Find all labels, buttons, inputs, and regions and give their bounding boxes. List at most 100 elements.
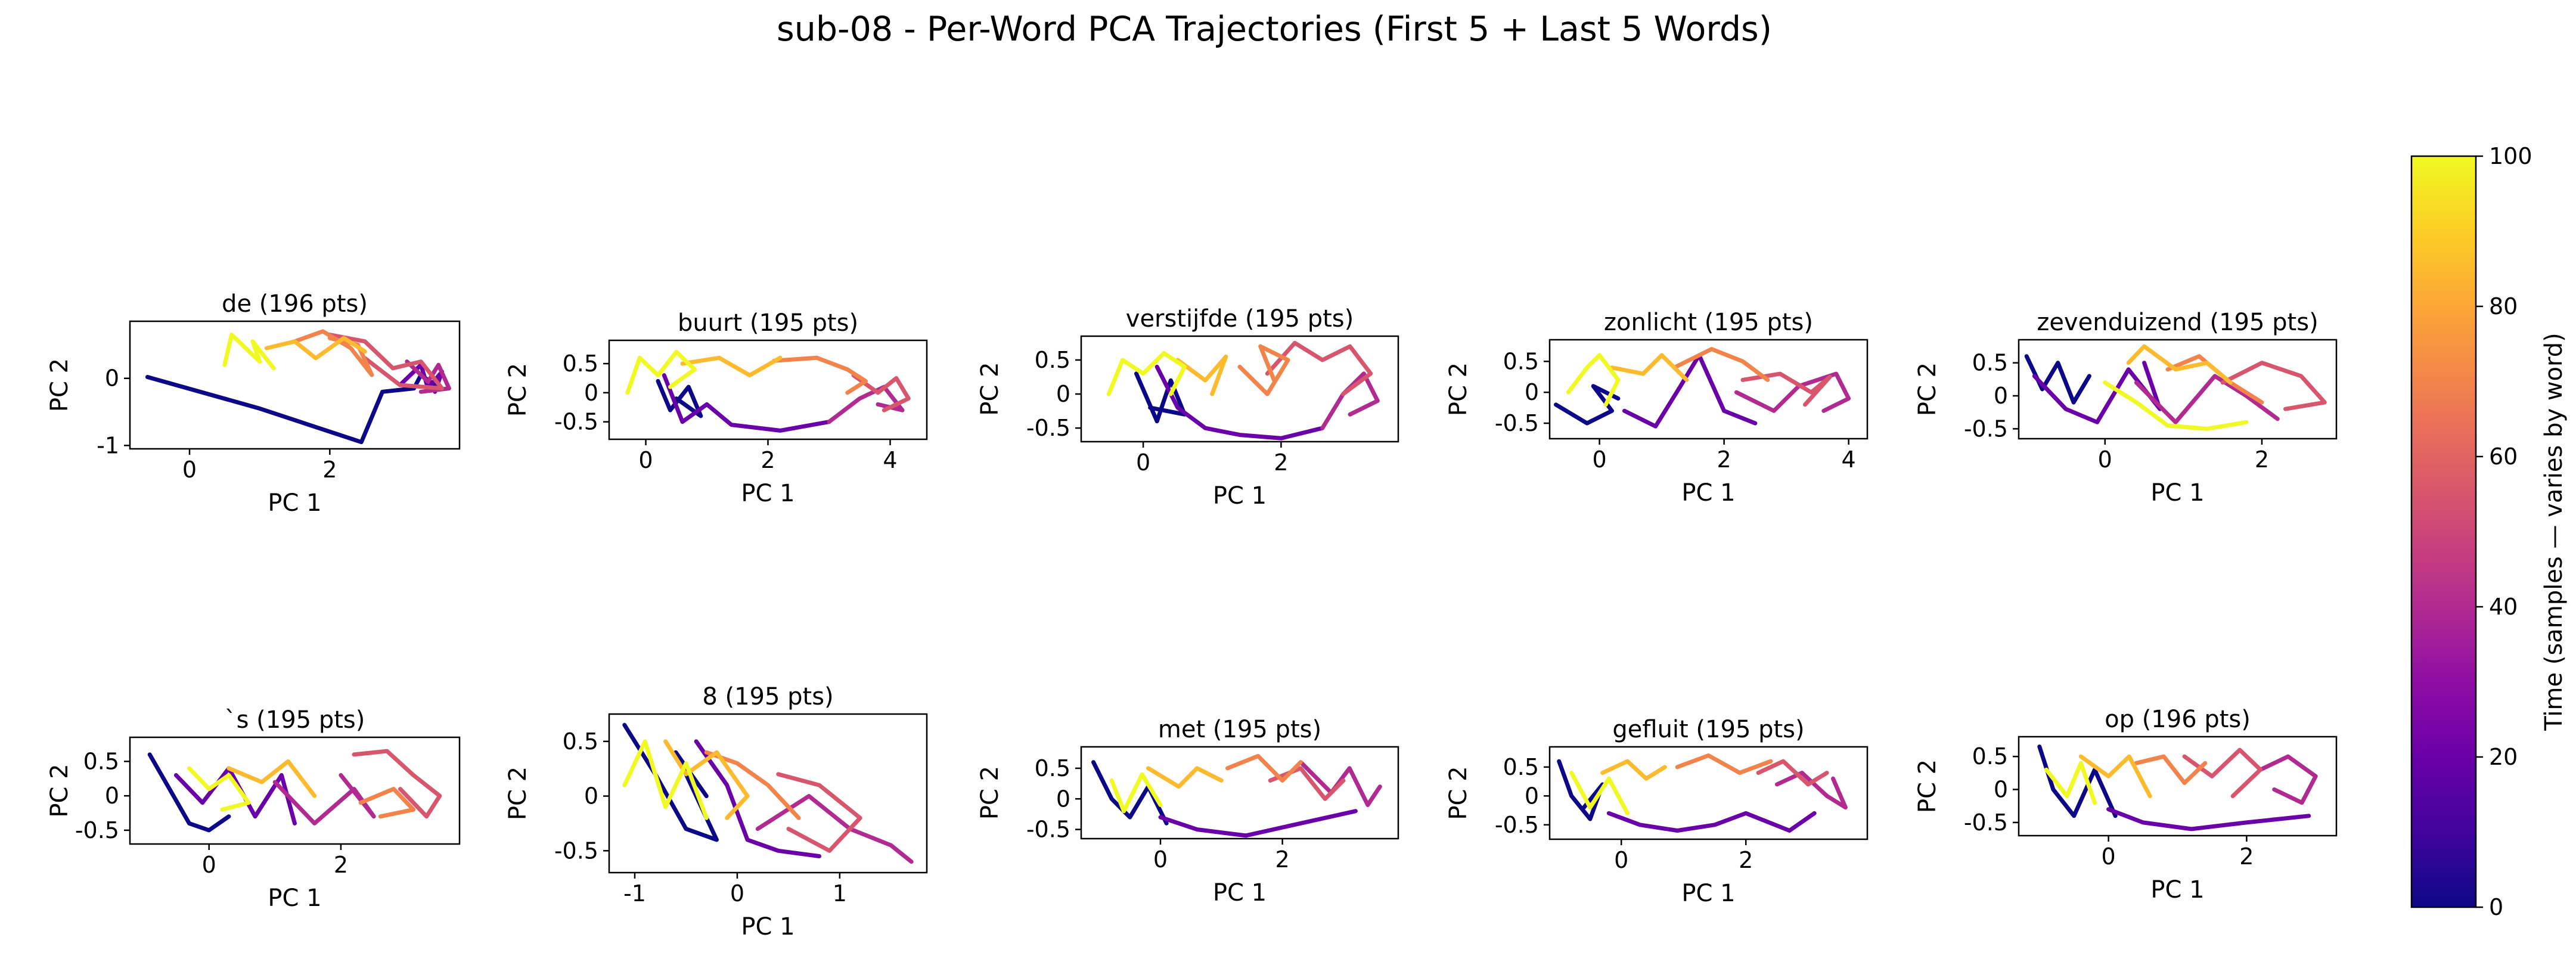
axes-frame: [129, 320, 461, 450]
trajectory-segment: [662, 373, 831, 433]
x-tick-label: -1: [623, 880, 646, 907]
trajectory-segment: [352, 749, 442, 819]
trajectory-segment: [1557, 759, 1605, 821]
subplot-title: de (196 pts): [222, 290, 368, 318]
trajectory-segment: [622, 739, 709, 820]
trajectory-segment: [147, 752, 231, 833]
x-axis-label: PC 1: [268, 885, 321, 912]
y-tick-label: 0.5: [1503, 754, 1539, 780]
axes-frame: [2018, 339, 2338, 440]
trajectory-segment: [1775, 771, 1848, 810]
y-tick-label: 0: [105, 783, 119, 809]
subplot-0: 0 2 -1 0 de (196 pts) PC 1 PC 2: [46, 290, 461, 517]
x-axis-label: PC 1: [2150, 479, 2204, 507]
colorbar-tick-label: 100: [2489, 143, 2532, 169]
trajectory-segment: [1606, 811, 1817, 833]
colorbar-label: Time (samples — varies by word): [2540, 333, 2568, 731]
y-axis-label: PC 2: [1445, 766, 1472, 820]
y-tick-label: 0: [1056, 786, 1070, 812]
y-axis-label: PC 2: [504, 363, 532, 417]
trajectory-segment: [680, 355, 783, 378]
colorbar: 0 20 40 60 80 100 Time (samples — varies by wo…: [2410, 143, 2568, 920]
colorbar-tick-label: 80: [2489, 293, 2518, 319]
trajectory-segment: [222, 333, 276, 371]
trajectory-segment: [1106, 351, 1187, 396]
x-tick-label: 0: [1153, 846, 1168, 873]
y-axis-label: PC 2: [1445, 362, 1472, 416]
subplot-6: -1 0 1 -0.5 0 0.5 8 (195 pts) PC 1 PC 2: [504, 683, 928, 941]
subplot-title: zevenduizend (195 pts): [2037, 309, 2318, 336]
trajectory-segment: [2165, 354, 2264, 405]
y-tick-label: -0.5: [1964, 415, 2008, 442]
y-tick-label: 0: [1525, 379, 1539, 405]
trajectory-segment: [656, 378, 703, 418]
trajectory-segment: [1734, 371, 1851, 413]
subplot-title: met (195 pts): [1158, 716, 1321, 743]
trajectory-segment: [622, 722, 719, 842]
axes-frame: [1080, 335, 1399, 443]
trajectory-segment: [851, 373, 911, 412]
trajectory-lines: [622, 722, 914, 864]
y-tick-label: 0: [105, 365, 119, 392]
y-axis-label: PC 2: [1914, 362, 1941, 416]
x-tick-label: 0: [2098, 446, 2112, 473]
x-axis-label: PC 1: [1681, 880, 1735, 907]
trajectory-segment: [2258, 754, 2318, 805]
trajectory-lines: [147, 749, 442, 833]
x-tick-label: 2: [1275, 846, 1290, 873]
trajectory-segment: [2106, 807, 2311, 831]
x-tick-label: 0: [202, 852, 216, 878]
subplot-title: zonlicht (195 pts): [1604, 309, 1813, 336]
x-axis-label: PC 1: [741, 480, 794, 507]
subplot-3: 0 2 4 -0.5 0 0.5 zonlicht (195 pts) PC 1 PC 2: [1445, 309, 1869, 507]
trajectory-segment: [625, 350, 697, 395]
trajectory-segment: [772, 355, 868, 395]
trajectory-segment: [1672, 347, 1770, 382]
y-tick-label: -0.5: [1026, 817, 1070, 843]
axes-frame: [2018, 736, 2338, 837]
trajectory-segment: [2134, 754, 2208, 785]
y-tick-label: 0.5: [1035, 755, 1070, 781]
trajectory-lines: [1106, 340, 1380, 440]
subplot-title: `s (195 pts): [225, 706, 365, 734]
trajectory-segment: [226, 759, 317, 798]
x-tick-label: 0: [2102, 843, 2116, 870]
trajectory-segment: [1175, 354, 1228, 396]
x-tick-label: 4: [883, 447, 897, 473]
trajectory-segment: [264, 336, 367, 361]
trajectory-segment: [1600, 759, 1667, 781]
x-axis-label: PC 1: [2150, 876, 2204, 904]
trajectory-segment: [187, 766, 251, 812]
x-tick-label: 2: [2255, 446, 2269, 473]
trajectory-segment: [827, 384, 905, 424]
x-tick-label: 2: [1739, 847, 1753, 873]
trajectory-segment: [173, 766, 297, 826]
trajectory-segment: [2134, 374, 2280, 424]
trajectory-segment: [776, 772, 862, 853]
colorbar-tick-label: 60: [2489, 443, 2518, 470]
y-axis-label: PC 2: [1914, 759, 1941, 813]
colorbar-tick-label: 20: [2489, 744, 2518, 770]
trajectory-segment: [2103, 380, 2249, 431]
trajectory-segment: [1610, 353, 1689, 382]
trajectory-segment: [694, 739, 821, 858]
trajectory-segment: [1134, 371, 1187, 424]
y-tick-label: 0.5: [1972, 350, 2008, 376]
trajectory-segment: [1740, 371, 1832, 407]
y-tick-label: -0.5: [1495, 410, 1539, 436]
trajectory-segment: [1298, 760, 1382, 807]
x-tick-label: 2: [1274, 449, 1288, 476]
y-tick-label: -0.5: [1026, 415, 1070, 441]
x-tick-label: 0: [730, 880, 744, 907]
x-axis-label: PC 1: [1213, 879, 1267, 907]
trajectory-lines: [2024, 344, 2327, 431]
y-tick-label: 0.5: [1503, 348, 1539, 374]
subplot-8: 0 2 -0.5 0 0.5 gefluit (195 pts) PC 1 PC 2: [1445, 716, 1869, 907]
trajectory-segment: [1237, 344, 1290, 396]
trajectory-segment: [663, 739, 750, 820]
trajectory-segment: [2126, 344, 2233, 385]
colorbar-tick-label: 0: [2489, 894, 2503, 920]
y-tick-label: 0: [1994, 777, 2008, 803]
y-tick-label: 0: [1056, 381, 1070, 407]
x-tick-label: 2: [1717, 446, 1731, 473]
